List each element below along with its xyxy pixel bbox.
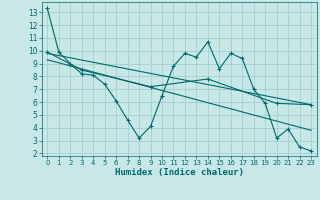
X-axis label: Humidex (Indice chaleur): Humidex (Indice chaleur)	[115, 168, 244, 177]
